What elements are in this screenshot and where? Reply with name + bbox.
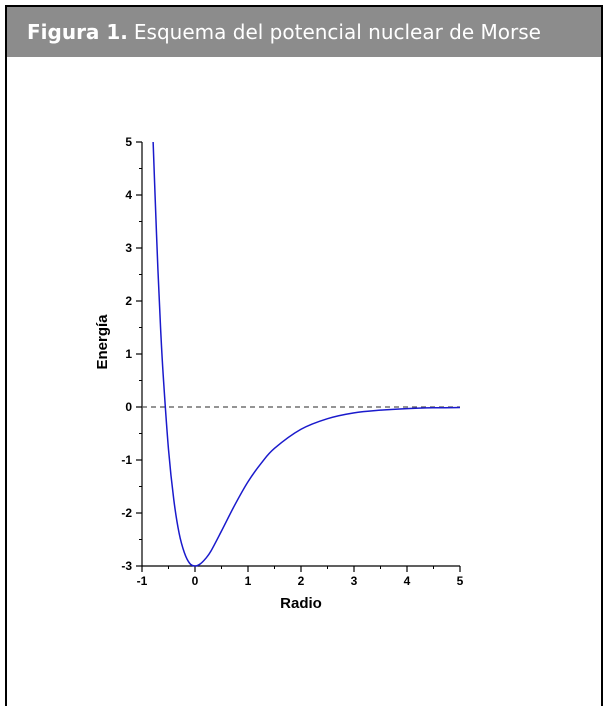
y-tick-label: 5 xyxy=(125,135,132,149)
x-tick-label: 0 xyxy=(192,574,199,588)
y-axis-title: Energía xyxy=(94,314,111,370)
figure-label: Figura 1. xyxy=(27,20,128,44)
y-tick-label: -1 xyxy=(121,453,132,467)
y-tick-label: 0 xyxy=(125,400,132,414)
y-tick-label: 1 xyxy=(125,347,132,361)
y-tick-label: -3 xyxy=(121,559,132,573)
x-axis-title: Radio xyxy=(280,595,322,612)
x-tick-label: 3 xyxy=(351,574,358,588)
x-tick-label: 2 xyxy=(298,574,305,588)
figure-caption: Esquema del potencial nuclear de Morse xyxy=(133,20,541,44)
chart-axes xyxy=(141,142,460,567)
figure-header: Figura 1. Esquema del potencial nuclear … xyxy=(7,7,601,57)
x-tick-label: 1 xyxy=(245,574,252,588)
y-tick-label: 2 xyxy=(125,294,132,308)
y-tick-label: 4 xyxy=(125,188,132,202)
x-tick-label: -1 xyxy=(137,574,148,588)
morse-curve-series xyxy=(152,141,461,567)
x-tick-label: 5 xyxy=(457,574,464,588)
x-tick-label: 4 xyxy=(404,574,411,588)
y-tick-label: -2 xyxy=(121,506,132,520)
chart-ticks: -3 -2 -1 0 1 2 3 4 5 -1 0 1 2 3 4 5 xyxy=(121,135,463,588)
figure-frame: Figura 1. Esquema del potencial nuclear … xyxy=(5,5,603,706)
y-tick-label: 3 xyxy=(125,241,132,255)
